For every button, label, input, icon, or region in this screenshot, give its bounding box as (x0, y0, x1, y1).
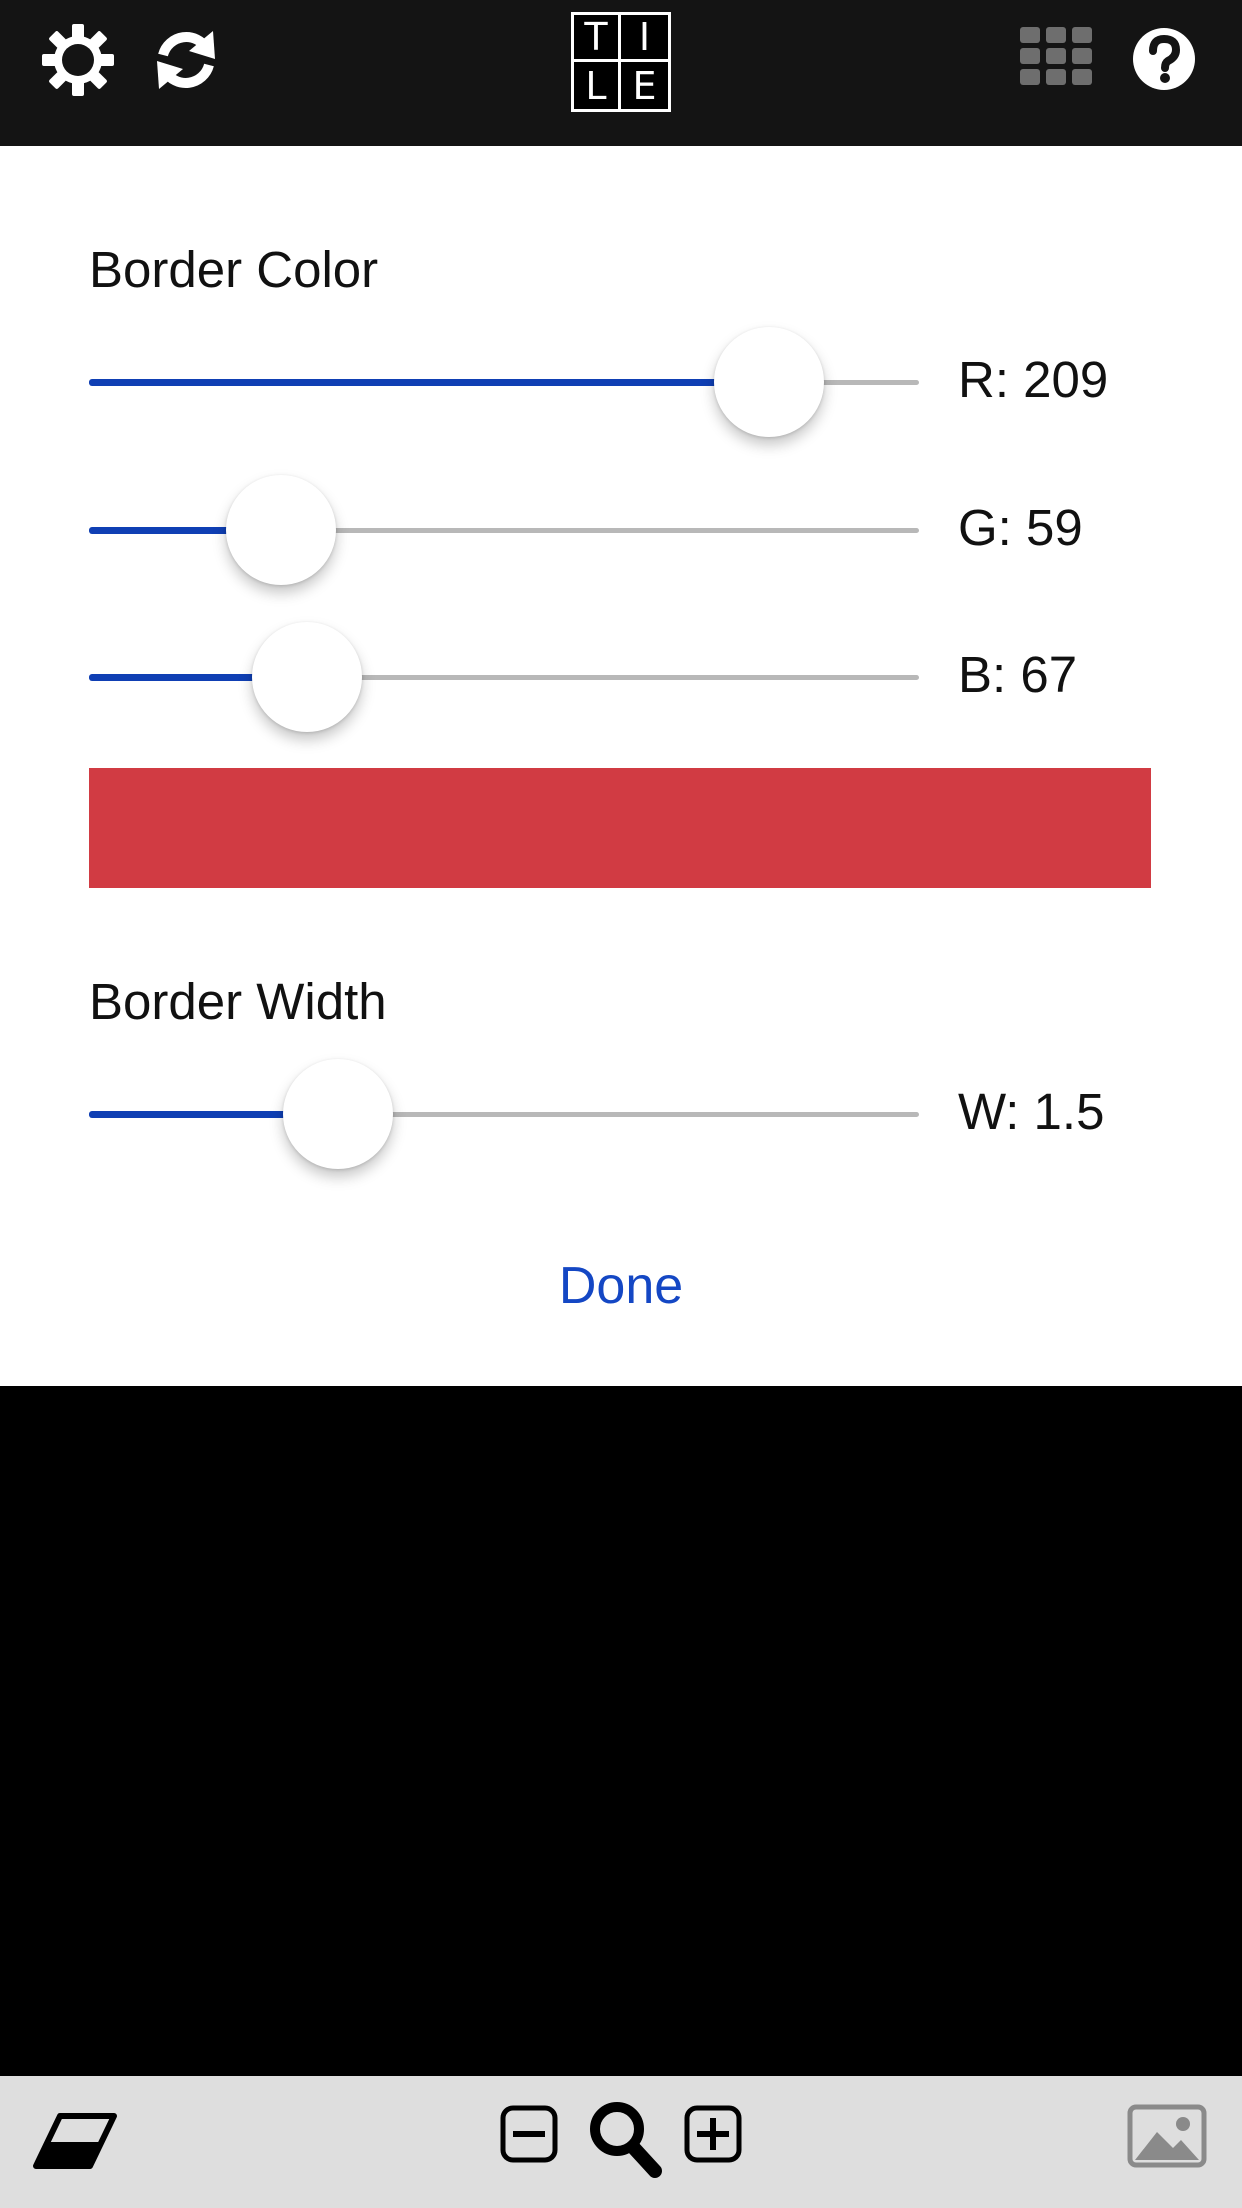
top-toolbar: T I L E (0, 0, 1242, 146)
bottom-toolbar (0, 2076, 1242, 2208)
width-slider[interactable] (89, 1059, 919, 1169)
done-button[interactable]: Done (0, 1256, 1242, 1316)
green-slider[interactable] (89, 475, 919, 585)
tile-logo: T I L E (571, 12, 671, 112)
gear-icon[interactable] (38, 22, 118, 98)
slider-fill (89, 674, 308, 681)
slider-thumb[interactable] (714, 327, 825, 437)
red-slider[interactable] (89, 327, 919, 437)
slider-fill (89, 527, 282, 534)
border-width-title: Border Width (89, 973, 387, 1030)
slider-track (89, 1112, 919, 1117)
border-color-title: Border Color (89, 241, 379, 298)
blue-value: B: 67 (958, 646, 1078, 703)
slider-thumb[interactable] (252, 622, 363, 732)
refresh-icon[interactable] (146, 22, 226, 98)
slider-thumb[interactable] (283, 1059, 393, 1169)
magnifier-icon[interactable] (584, 2096, 666, 2182)
help-icon[interactable] (1130, 25, 1198, 93)
slider-fill (89, 1111, 338, 1118)
color-preview-swatch (89, 768, 1151, 888)
grid-icon[interactable] (1016, 24, 1096, 88)
red-value: R: 209 (958, 351, 1109, 408)
eraser-icon[interactable] (30, 2108, 120, 2174)
logo-letter: E (632, 63, 657, 108)
slider-fill (89, 379, 770, 386)
slider-thumb[interactable] (226, 475, 337, 585)
logo-letter: L (574, 62, 621, 109)
slider-track (89, 675, 919, 680)
zoom-out-icon[interactable] (496, 2101, 562, 2167)
settings-panel: Border Color R: 209 G: 59 B: 67 Border W… (0, 146, 1242, 1386)
logo-letter: I (621, 15, 668, 62)
slider-track (89, 528, 919, 533)
green-value: G: 59 (958, 499, 1083, 556)
logo-letter: T (574, 15, 621, 62)
zoom-in-icon[interactable] (680, 2101, 746, 2167)
width-value: W: 1.5 (958, 1083, 1105, 1140)
blue-slider[interactable] (89, 622, 919, 732)
image-icon[interactable] (1126, 2103, 1208, 2169)
